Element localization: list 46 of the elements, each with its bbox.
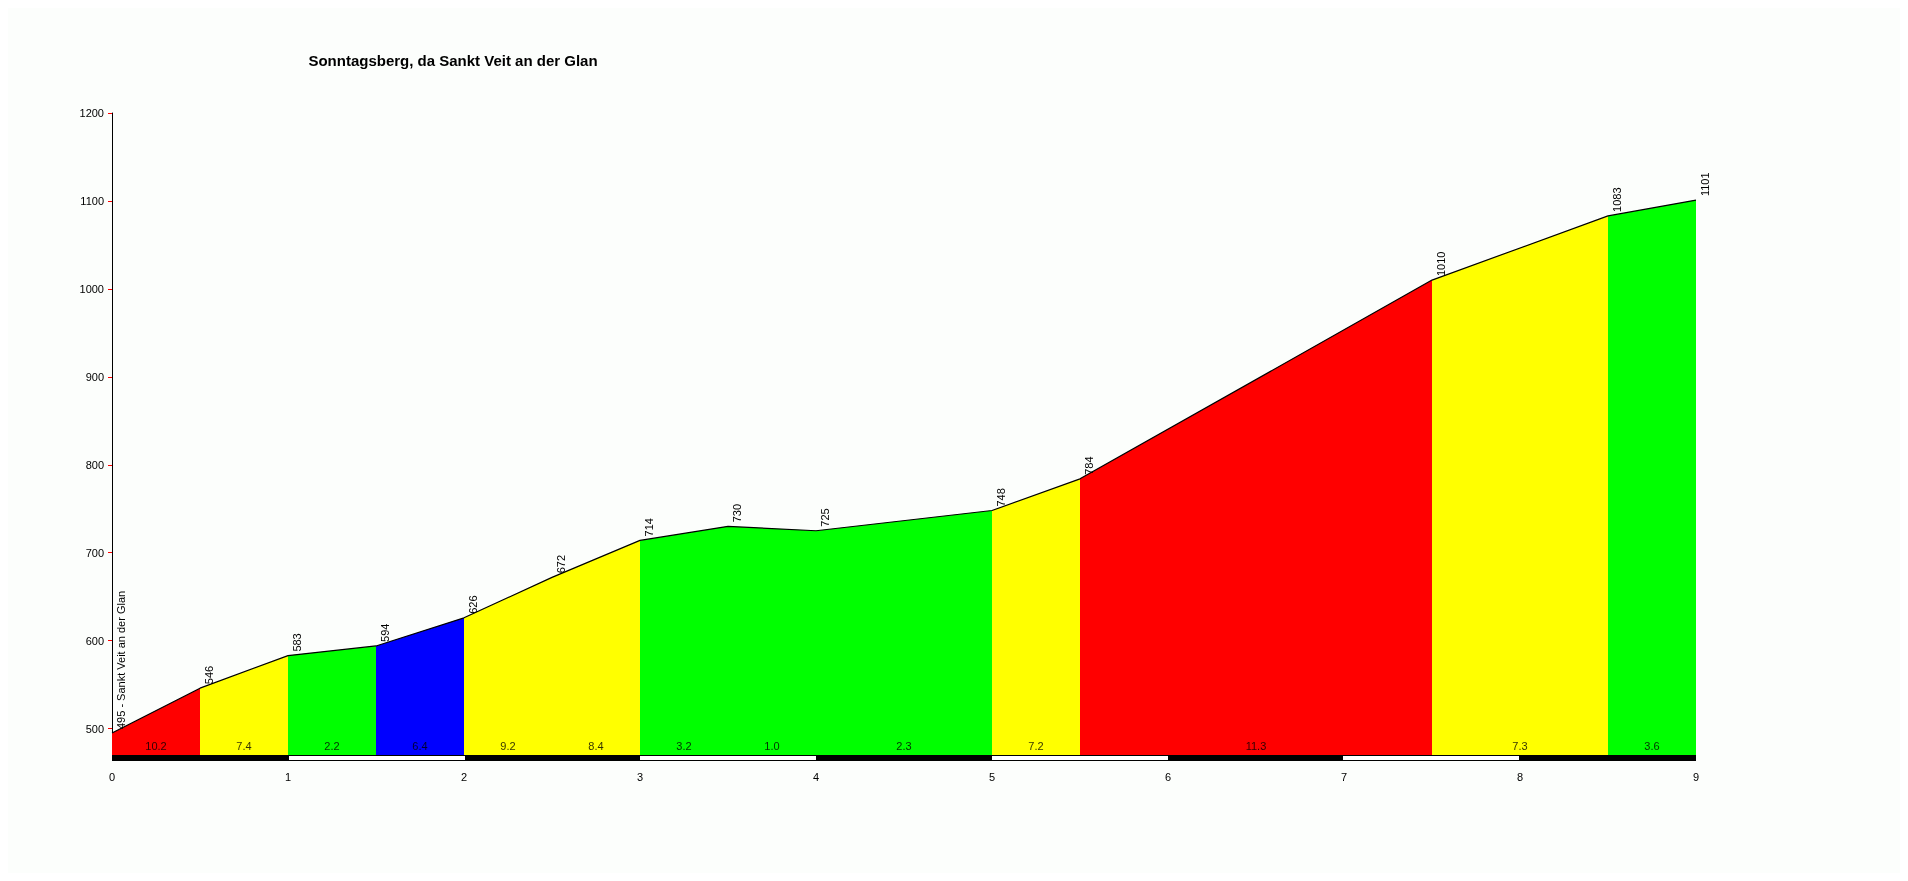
annotation: 11.3 [1245,740,1267,753]
x-tick-label: 2 [460,770,468,783]
data-label: 1010 [1435,251,1447,277]
chart-title: Sonntagsberg, da Sankt Veit an der Glan [308,52,598,69]
annotation: 2.3 [896,740,912,753]
data-label: 672 [555,554,567,574]
data-label: 730 [731,503,743,523]
data-label: 748 [995,488,1007,507]
x-tick-label: 8 [1516,770,1524,783]
data-label: 594 [379,623,391,642]
y-tick-label: 1000 [79,282,104,295]
annotation: 2.2 [324,740,340,753]
data-label: 1083 [1611,187,1623,212]
x-tick-label: 6 [1164,770,1172,783]
x-tick-label: 3 [636,770,644,783]
annotation: 10.2 [145,740,167,753]
annotation: 7.3 [1512,740,1528,753]
annotation: 8.4 [588,740,604,753]
data-label: 1101 [1699,172,1711,197]
annotation: 7.2 [1028,740,1044,753]
x-tick-label: 7 [1340,770,1348,783]
y-tick-label: 900 [85,370,104,383]
annotation: 6.4 [412,740,428,753]
data-label: 714 [643,518,655,537]
data-label: 725 [819,508,831,527]
annotation: 3.2 [676,740,692,753]
x-tick-label: 1 [284,770,292,783]
data-label: 495 - Sankt Veit an der Glan [115,590,127,730]
x-tick-label: 4 [812,770,820,783]
data-label: 784 [1083,456,1095,475]
data-label: 583 [291,633,303,652]
data-label: 626 [467,595,479,614]
x-tick-label: 9 [1692,770,1700,783]
y-tick-label: 1200 [79,107,104,119]
data-label: 546 [203,665,215,685]
y-tick-label: 600 [85,634,104,647]
annotation: 9.2 [500,740,516,753]
y-tick-label: 800 [85,458,104,471]
y-tick-label: 1100 [80,194,104,207]
y-tick-label: 700 [85,546,104,559]
annotation: 7.4 [236,740,252,753]
x-tick-label: 5 [988,770,996,783]
x-tick-label: 0 [108,770,116,783]
annotation: 3.6 [1644,740,1660,753]
y-tick-label: 500 [85,722,104,735]
annotation: 1.0 [764,740,780,753]
